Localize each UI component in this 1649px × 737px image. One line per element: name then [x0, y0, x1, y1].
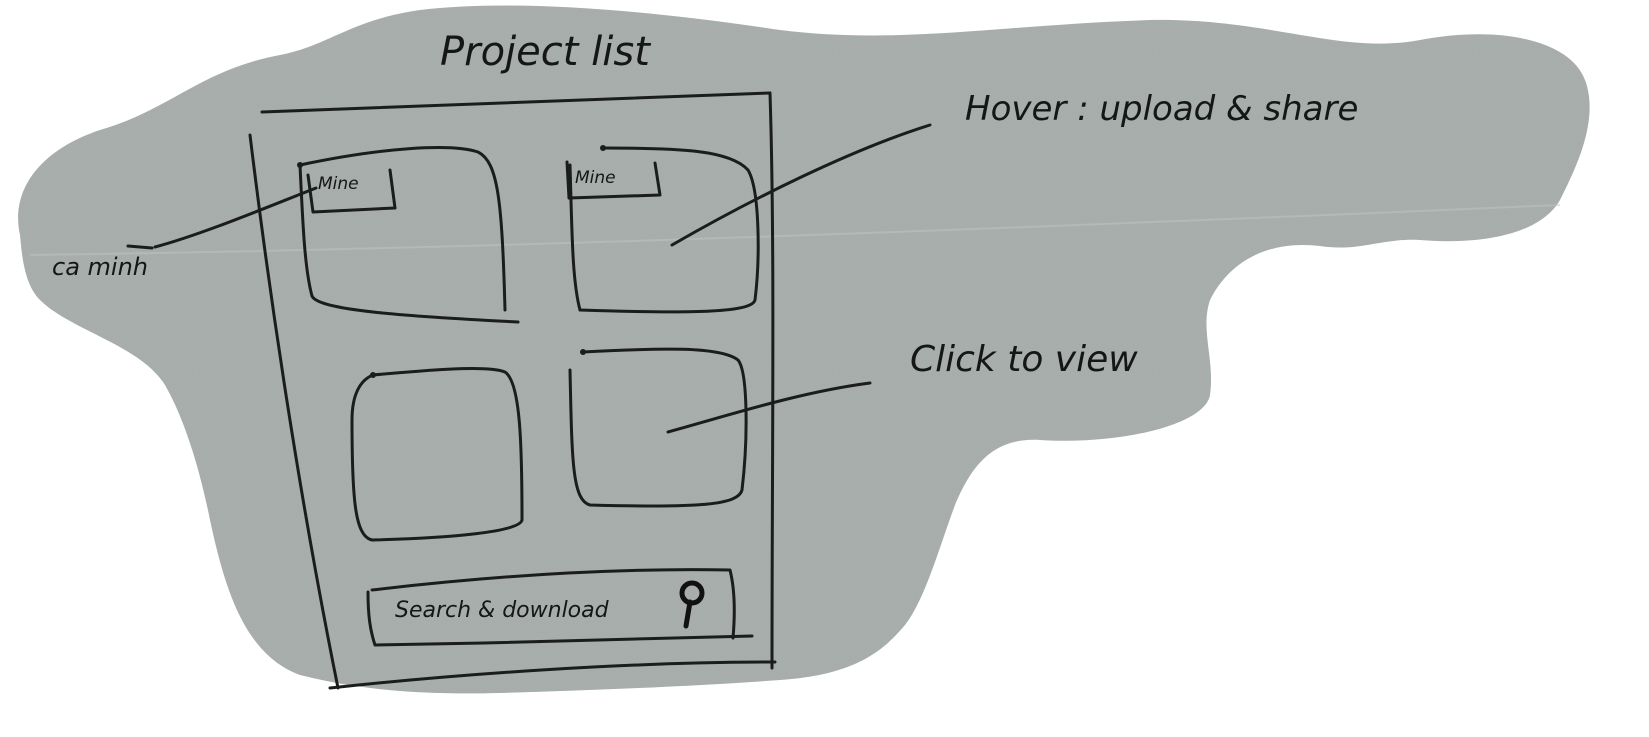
mine-tag [565, 160, 662, 200]
mine-tag-label: Mine [318, 174, 359, 194]
page-frame [248, 91, 777, 690]
fold-line [29, 204, 1561, 256]
left-annotation: ca minh [52, 253, 148, 281]
pointer-line-hover [670, 123, 932, 247]
hover-annotation: Hover : upload & share [965, 89, 1359, 129]
pointer-dash [126, 244, 154, 250]
click-annotation: Click to view [910, 339, 1138, 380]
project-card[interactable] [568, 145, 760, 314]
search-bar[interactable] [366, 568, 754, 647]
project-card[interactable] [568, 347, 748, 508]
pointer-line-click [666, 381, 872, 434]
mine-tag [306, 168, 397, 214]
page-title: Project list [440, 29, 650, 75]
mine-tag-label: Mine [575, 168, 616, 188]
project-card[interactable] [297, 146, 520, 324]
pointer-line-left [153, 186, 318, 249]
search-icon[interactable] [679, 580, 705, 629]
paper-sheet [18, 5, 1590, 694]
project-card[interactable] [350, 366, 524, 542]
search-bar-label: Search & download [395, 598, 609, 623]
